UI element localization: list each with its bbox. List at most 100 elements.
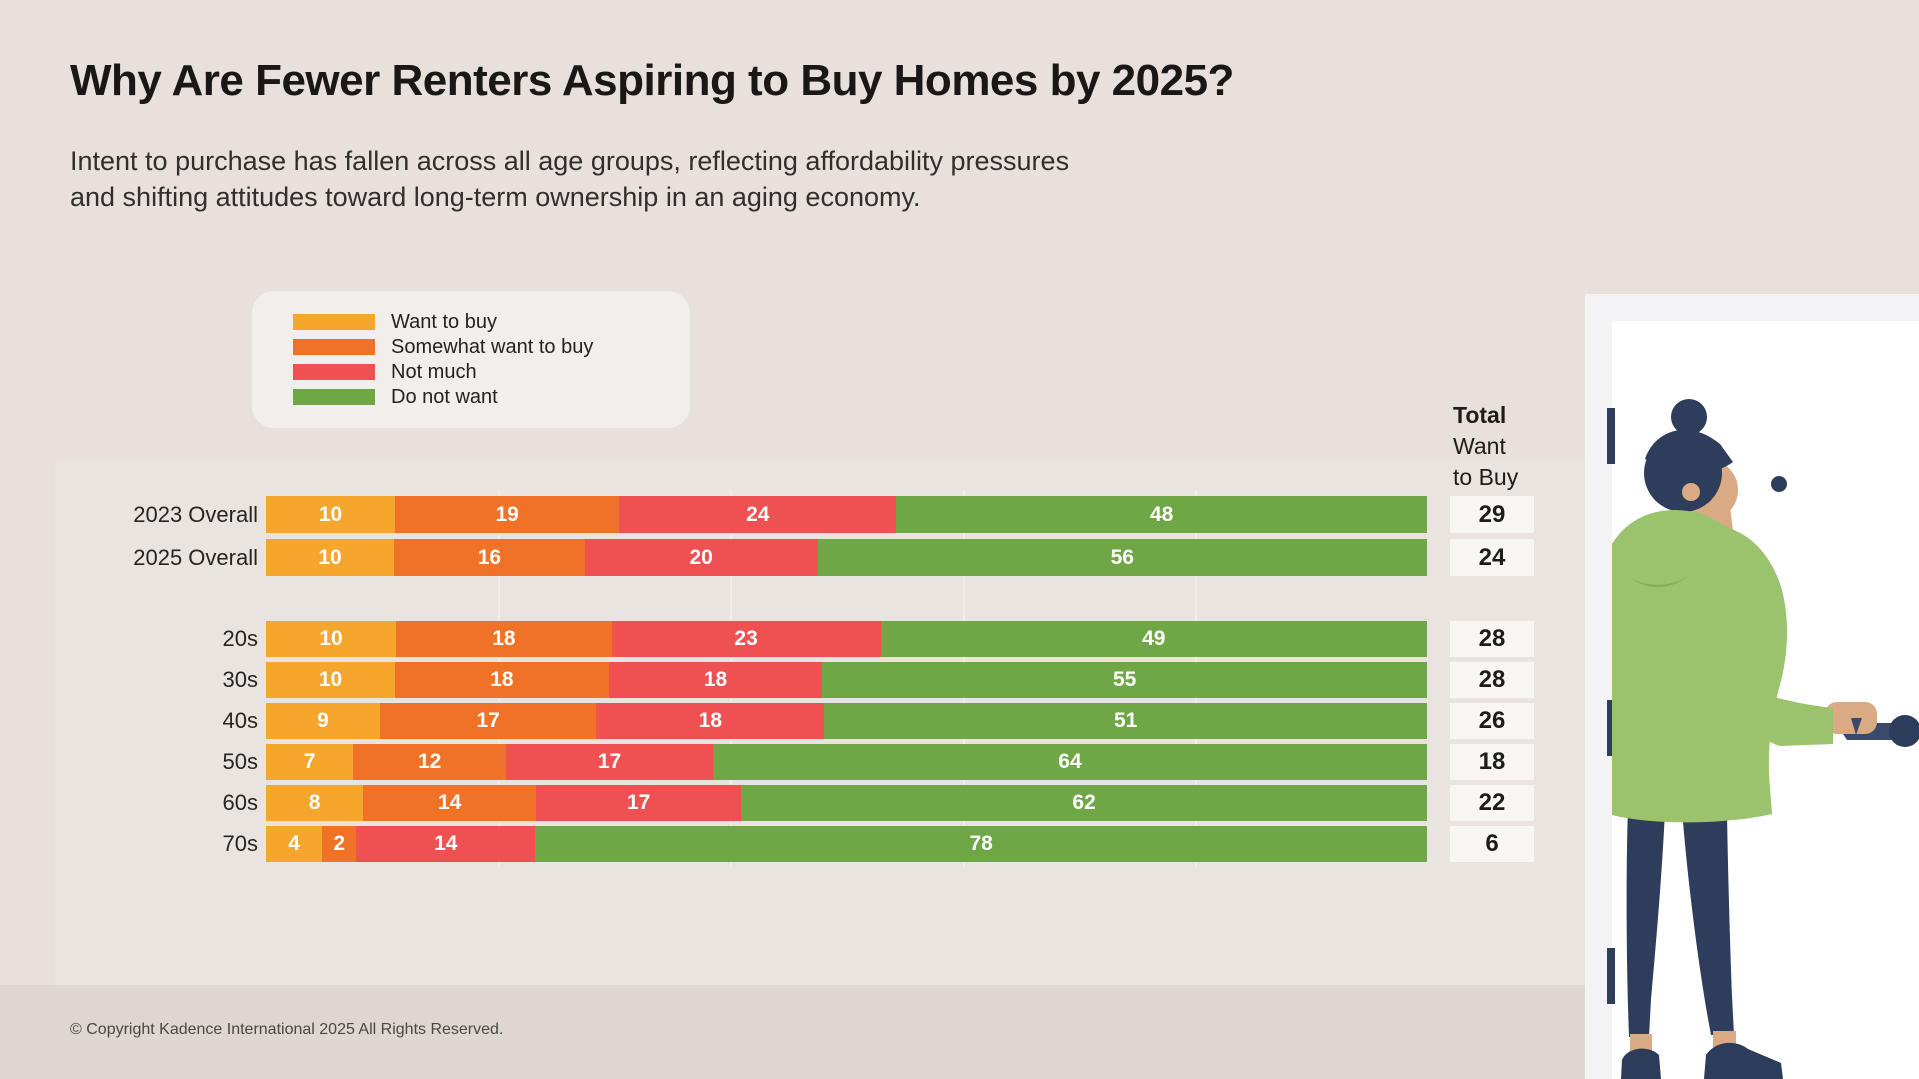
chart-subtitle-line2: and shifting attitudes toward long-term …	[70, 182, 921, 212]
bar-segment-value: 14	[434, 832, 458, 855]
person-leg	[1626, 808, 1665, 1037]
total-header-line2: Want	[1453, 433, 1506, 459]
bar-segment-value: 19	[495, 502, 519, 526]
bar-segment-want-to-buy: 10	[266, 621, 397, 657]
bar-segment-value: 16	[477, 545, 502, 569]
chart-subtitle: Intent to purchase has fallen across all…	[70, 143, 1550, 215]
legend-item: Want to buy	[293, 311, 497, 333]
bar-row: 2025 Overall 10 16 20 56 24	[0, 539, 1919, 576]
bar-row: 40s 9 17 18 51 26	[0, 703, 1919, 739]
legend-swatch-do-not-want	[293, 389, 375, 405]
bar-segment-not-much: 24	[619, 496, 897, 533]
total-header-line3: to Buy	[1453, 464, 1519, 490]
chart-title: Why Are Fewer Renters Aspiring to Buy Ho…	[70, 56, 1234, 105]
bar-segment-value: 62	[1072, 791, 1096, 814]
row-track: 7 12 17 64	[266, 744, 1427, 780]
bar-segment-do-not-want: 64	[712, 744, 1427, 780]
bar-segment-value: 18	[698, 709, 723, 732]
door-illustration	[1585, 294, 1919, 1079]
total-want-to-buy-value: 28	[1450, 621, 1534, 657]
door-hinge-icon	[1607, 408, 1615, 464]
total-header-line1: Total	[1453, 402, 1507, 428]
bar-segment-not-much: 18	[596, 703, 825, 739]
bar-row: 30s 10 18 18 55 28	[0, 662, 1919, 698]
bar-segment-value: 49	[1142, 627, 1166, 650]
bar-segment-not-much: 14	[356, 826, 536, 862]
bar-segment-do-not-want: 51	[824, 703, 1427, 739]
bar-segment-not-much: 18	[608, 662, 823, 698]
legend-swatch-somewhat-want-to-buy	[293, 339, 375, 355]
bar-segment-want-to-buy: 10	[266, 662, 396, 698]
bar-segment-not-much: 23	[611, 621, 881, 657]
bar-row: 50s 7 12 17 64 18	[0, 744, 1919, 780]
legend-label: Somewhat want to buy	[391, 335, 594, 358]
bar-segment-want-to-buy: 10	[266, 496, 396, 533]
row-label: 2025 Overall	[133, 544, 258, 570]
total-want-to-buy-value: 29	[1450, 496, 1534, 533]
door-hinge-icon	[1607, 700, 1615, 756]
bar-segment-value: 18	[703, 668, 728, 691]
person-shoe	[1621, 1048, 1661, 1079]
row-track: 4 2 14 78	[266, 826, 1427, 862]
row-track: 10 19 24 48	[266, 496, 1427, 533]
row-track: 8 14 17 62	[266, 785, 1427, 821]
person-sleeve	[1745, 686, 1833, 746]
legend-swatch-want-to-buy	[293, 314, 375, 330]
row-label: 50s	[222, 749, 258, 774]
bar-segment-somewhat-want-to-buy: 16	[394, 539, 585, 576]
bar-segment-not-much: 20	[584, 539, 818, 576]
row-track: 10 16 20 56	[266, 539, 1427, 576]
bar-segment-somewhat-want-to-buy: 17	[379, 703, 597, 739]
legend-label: Want to buy	[391, 310, 497, 333]
bar-row: 20s 10 18 23 49 28	[0, 621, 1919, 657]
total-want-to-buy-value: 28	[1450, 662, 1534, 698]
footer-strip-background	[0, 985, 1585, 1079]
total-want-to-buy-value: 24	[1450, 539, 1534, 576]
bar-segment-value: 14	[437, 791, 462, 814]
bar-segment-value: 18	[490, 668, 514, 691]
bar-segment-value: 4	[288, 832, 300, 855]
bar-segment-value: 12	[417, 750, 442, 773]
bar-segment-want-to-buy: 9	[266, 703, 380, 739]
bar-segment-value: 78	[969, 832, 993, 855]
bar-segment-want-to-buy: 4	[266, 826, 323, 862]
door-knob-icon	[1889, 715, 1919, 747]
bar-segment-do-not-want: 55	[822, 662, 1428, 698]
bar-segment-value: 10	[318, 545, 342, 569]
row-label: 40s	[222, 708, 258, 733]
bar-row: 70s 4 2 14 78 6	[0, 826, 1919, 862]
bar-segment-value: 18	[492, 627, 516, 650]
bar-segment-not-much: 17	[536, 785, 742, 821]
person-hood-shadow	[1631, 575, 1689, 588]
bar-segment-somewhat-want-to-buy: 19	[395, 496, 620, 533]
total-want-to-buy-value: 6	[1450, 826, 1534, 862]
chart-subtitle-line1: Intent to purchase has fallen across all…	[70, 146, 1070, 176]
bar-segment-somewhat-want-to-buy: 18	[395, 662, 609, 698]
person-ear	[1682, 483, 1700, 501]
row-label: 70s	[222, 831, 258, 856]
person-hoodie	[1612, 509, 1788, 823]
row-track: 9 17 18 51	[266, 703, 1427, 739]
bar-segment-value: 51	[1113, 709, 1138, 732]
bar-segment-value: 17	[597, 750, 622, 773]
bar-segment-value: 10	[318, 668, 343, 691]
bar-segment-value: 9	[317, 709, 329, 732]
bar-segment-somewhat-want-to-buy: 12	[353, 744, 507, 780]
row-track: 10 18 18 55	[266, 662, 1428, 698]
footer-copyright: © Copyright Kadence International 2025 A…	[70, 1021, 504, 1038]
legend-label: Not much	[391, 360, 477, 383]
total-want-to-buy-value: 22	[1450, 785, 1534, 821]
person-hair	[1645, 429, 1733, 475]
person-illustration	[1612, 399, 1919, 1079]
total-want-to-buy-value: 18	[1450, 744, 1534, 780]
bar-segment-somewhat-want-to-buy: 14	[363, 785, 537, 821]
row-label: 2023 Overall	[133, 501, 258, 527]
bar-segment-value: 7	[303, 750, 316, 773]
bar-segment-do-not-want: 49	[880, 621, 1427, 657]
bar-segment-not-much: 17	[506, 744, 713, 780]
legend-swatch-not-much	[293, 364, 375, 380]
bar-segment-do-not-want: 48	[896, 496, 1427, 533]
bar-segment-value: 8	[308, 791, 321, 814]
